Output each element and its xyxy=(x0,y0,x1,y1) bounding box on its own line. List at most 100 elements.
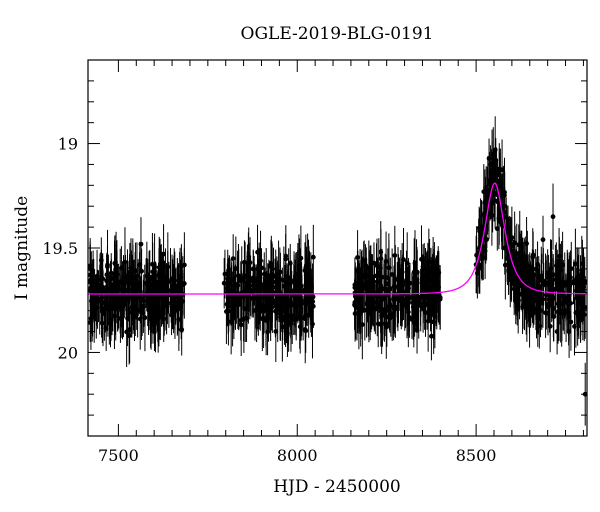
x-tick-label: 8500 xyxy=(456,446,497,465)
data-point xyxy=(392,306,398,312)
data-point xyxy=(577,297,583,303)
data-point xyxy=(490,151,496,157)
data-point xyxy=(488,162,493,167)
data-point xyxy=(522,295,527,301)
data-point xyxy=(103,303,109,309)
data-point xyxy=(375,321,381,327)
data-point xyxy=(148,315,154,320)
data-point xyxy=(293,316,299,322)
data-point xyxy=(303,328,309,334)
data-point xyxy=(306,281,312,287)
data-point xyxy=(137,283,143,288)
data-point xyxy=(297,324,303,330)
data-point xyxy=(108,270,114,276)
data-point xyxy=(502,262,508,268)
y-tick-label: 19.5 xyxy=(42,239,78,258)
data-point xyxy=(429,333,434,339)
data-point xyxy=(244,280,250,286)
y-tick-label: 20 xyxy=(58,343,78,362)
data-point xyxy=(152,322,157,327)
data-point xyxy=(554,329,560,334)
x-tick-label: 7500 xyxy=(98,446,139,465)
data-points-layer xyxy=(87,116,588,426)
data-point xyxy=(489,212,495,218)
data-point xyxy=(272,308,278,314)
data-point xyxy=(144,273,150,279)
data-point xyxy=(115,301,121,307)
data-point xyxy=(550,306,556,311)
data-point xyxy=(355,295,361,301)
data-point xyxy=(524,268,530,274)
data-point xyxy=(138,297,144,303)
data-point xyxy=(419,280,425,286)
data-point xyxy=(132,304,138,310)
data-point xyxy=(429,285,435,291)
data-point xyxy=(431,319,437,325)
data-point xyxy=(568,319,574,325)
data-point xyxy=(502,203,508,209)
data-point xyxy=(533,307,539,313)
data-point xyxy=(262,286,268,291)
data-point xyxy=(221,280,227,286)
data-point xyxy=(165,287,171,293)
data-point xyxy=(357,301,363,307)
data-point xyxy=(411,275,417,281)
data-point xyxy=(242,259,247,265)
x-axis-label: HJD - 2450000 xyxy=(273,477,401,497)
data-point xyxy=(291,278,297,283)
data-point xyxy=(527,276,533,282)
data-point xyxy=(398,285,404,291)
data-point xyxy=(383,281,389,287)
data-point xyxy=(522,263,528,269)
data-point xyxy=(559,308,565,314)
data-point xyxy=(148,310,153,316)
data-point xyxy=(365,300,371,306)
y-tick-label: 19 xyxy=(58,135,78,154)
data-point xyxy=(289,312,295,318)
data-point xyxy=(226,281,232,286)
data-point xyxy=(238,322,244,328)
data-point xyxy=(375,279,381,285)
data-point xyxy=(509,235,515,240)
data-point xyxy=(239,275,245,281)
data-point xyxy=(261,271,267,277)
data-point xyxy=(161,316,167,322)
data-point xyxy=(549,272,554,278)
data-point xyxy=(574,281,580,287)
data-point xyxy=(176,306,182,312)
data-point xyxy=(283,314,288,320)
data-point xyxy=(361,258,367,263)
data-point xyxy=(572,324,577,329)
data-point xyxy=(310,254,316,260)
data-point xyxy=(181,262,187,268)
data-point xyxy=(99,320,105,326)
axis-ticks xyxy=(88,60,587,436)
data-point xyxy=(355,268,360,274)
data-point xyxy=(288,288,294,293)
data-point xyxy=(406,295,412,301)
data-point xyxy=(565,298,570,304)
data-point xyxy=(249,296,255,301)
data-point xyxy=(496,215,502,221)
data-point xyxy=(99,295,105,301)
data-point xyxy=(571,278,577,284)
data-point xyxy=(257,309,263,314)
data-point xyxy=(276,293,282,299)
data-point xyxy=(482,248,488,254)
data-point xyxy=(493,157,499,163)
data-point xyxy=(427,270,433,276)
data-point xyxy=(558,267,563,273)
data-point xyxy=(516,256,522,261)
data-point xyxy=(309,299,314,305)
data-point xyxy=(255,293,261,299)
data-point xyxy=(139,305,144,311)
data-point xyxy=(431,299,437,305)
data-point xyxy=(416,298,421,304)
x-tick-label: 8000 xyxy=(277,446,318,465)
data-point xyxy=(296,262,302,268)
data-point xyxy=(126,333,132,339)
data-point xyxy=(389,272,395,277)
y-tick-labels: 19 19.5 20 xyxy=(42,135,78,363)
data-point xyxy=(269,300,275,306)
data-point xyxy=(255,249,260,255)
